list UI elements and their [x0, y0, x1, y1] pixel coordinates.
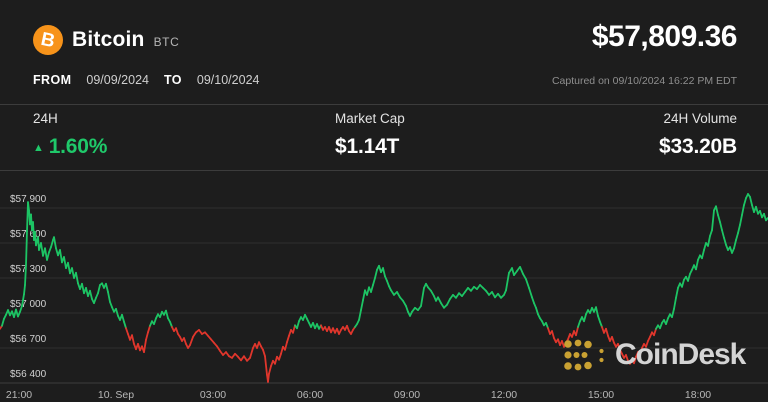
market-cap-label: Market Cap — [335, 111, 405, 126]
to-date: 09/10/2024 — [196, 73, 260, 87]
price-chart-svg[interactable]: $57 900 $57 600 $57 300 $57 000 $56 700 $56 4… — [0, 171, 768, 402]
svg-text:$57 600: $57 600 — [10, 229, 47, 240]
svg-text:12:00: 12:00 — [491, 389, 517, 401]
svg-text:$57 900: $57 900 — [10, 194, 47, 205]
from-label: FROM — [33, 73, 72, 87]
svg-text:10. Sep: 10. Sep — [98, 389, 134, 401]
svg-text:$56 400: $56 400 — [10, 369, 47, 380]
to-label: TO — [163, 73, 182, 87]
coindesk-logo-icon — [564, 339, 604, 371]
bitcoin-logo-icon: B — [33, 25, 63, 55]
up-arrow-icon: ▲ — [33, 142, 44, 154]
svg-text:$57 300: $57 300 — [10, 264, 47, 275]
svg-text:$57 000: $57 000 — [10, 299, 47, 310]
svg-text:18:00: 18:00 — [685, 389, 711, 401]
svg-text:21:00: 21:00 — [6, 389, 32, 401]
volume-label: 24H Volume — [663, 111, 737, 126]
stat-24h-value: 1.60% — [48, 135, 108, 158]
date-range: FROM 09/09/2024 TO 09/10/2024 — [33, 73, 259, 87]
divider-top — [0, 104, 768, 105]
coin-title: Bitcoin BTC — [72, 28, 179, 52]
stat-24h-volume: 24H Volume $33.20B — [659, 111, 737, 159]
current-price: $57,809.36 — [591, 20, 738, 53]
coin-symbol: BTC — [153, 35, 180, 49]
price-chart[interactable]: $57 900 $57 600 $57 300 $57 000 $56 700 $56 4… — [0, 171, 768, 402]
bitcoin-b-glyph: B — [39, 28, 57, 52]
coindesk-watermark: CoinDesk — [563, 338, 746, 372]
divider-bottom — [0, 170, 768, 171]
captured-timestamp: Captured on 09/10/2024 16:22 PM EDT — [551, 75, 737, 87]
market-cap-value: $1.14T — [335, 135, 400, 158]
coin-name: Bitcoin — [72, 28, 145, 51]
from-date: 09/09/2024 — [86, 73, 149, 87]
stat-market-cap: Market Cap $1.14T — [335, 111, 405, 159]
coindesk-wordmark: CoinDesk — [615, 338, 746, 371]
svg-text:06:00: 06:00 — [297, 389, 323, 401]
svg-text:03:00: 03:00 — [200, 389, 226, 401]
volume-value: $33.20B — [659, 135, 737, 158]
svg-text:$56 700: $56 700 — [10, 334, 47, 345]
stat-24h-change: 24H ▲ 1.60% — [33, 111, 107, 159]
svg-text:09:00: 09:00 — [394, 389, 420, 401]
stat-24h-label: 24H — [33, 111, 58, 126]
svg-text:15:00: 15:00 — [588, 389, 614, 401]
